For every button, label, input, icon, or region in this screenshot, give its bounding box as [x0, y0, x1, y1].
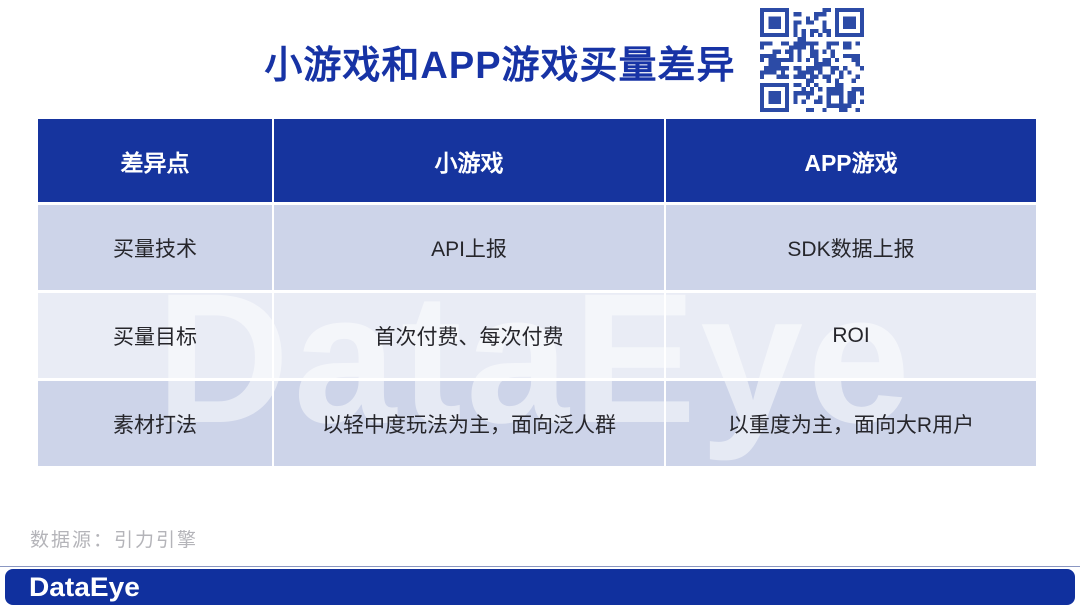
table-cell: 首次付费、每次付费	[274, 293, 664, 378]
table-cell: ROI	[666, 293, 1036, 378]
table-header-diff-point: 差异点	[38, 119, 272, 202]
table-cell: 以重度为主，面向大R用户	[666, 381, 1036, 466]
table-row-label: 买量目标	[38, 293, 272, 378]
table-cell: SDK数据上报	[666, 205, 1036, 290]
table-cell: API上报	[274, 205, 664, 290]
table-header-mini-game: 小游戏	[274, 119, 664, 202]
data-source-note: 数据源：引力引擎	[30, 530, 199, 551]
qr-code-icon	[756, 8, 868, 112]
table-header-app-game: APP游戏	[666, 119, 1036, 202]
table-row-label: 素材打法	[38, 381, 272, 466]
table-cell: 以轻中度玩法为主，面向泛人群	[274, 381, 664, 466]
comparison-table: 差异点 小游戏 APP游戏 买量技术 API上报 SDK数据上报 买量目标 首次…	[38, 119, 1036, 466]
table-row-label: 买量技术	[38, 205, 272, 290]
footer-divider	[0, 566, 1080, 567]
page-title: 小游戏和APP游戏买量差异	[264, 45, 736, 87]
footer-brand-bar: DataEye	[5, 569, 1075, 605]
dataeye-logo: DataEye	[29, 571, 140, 602]
